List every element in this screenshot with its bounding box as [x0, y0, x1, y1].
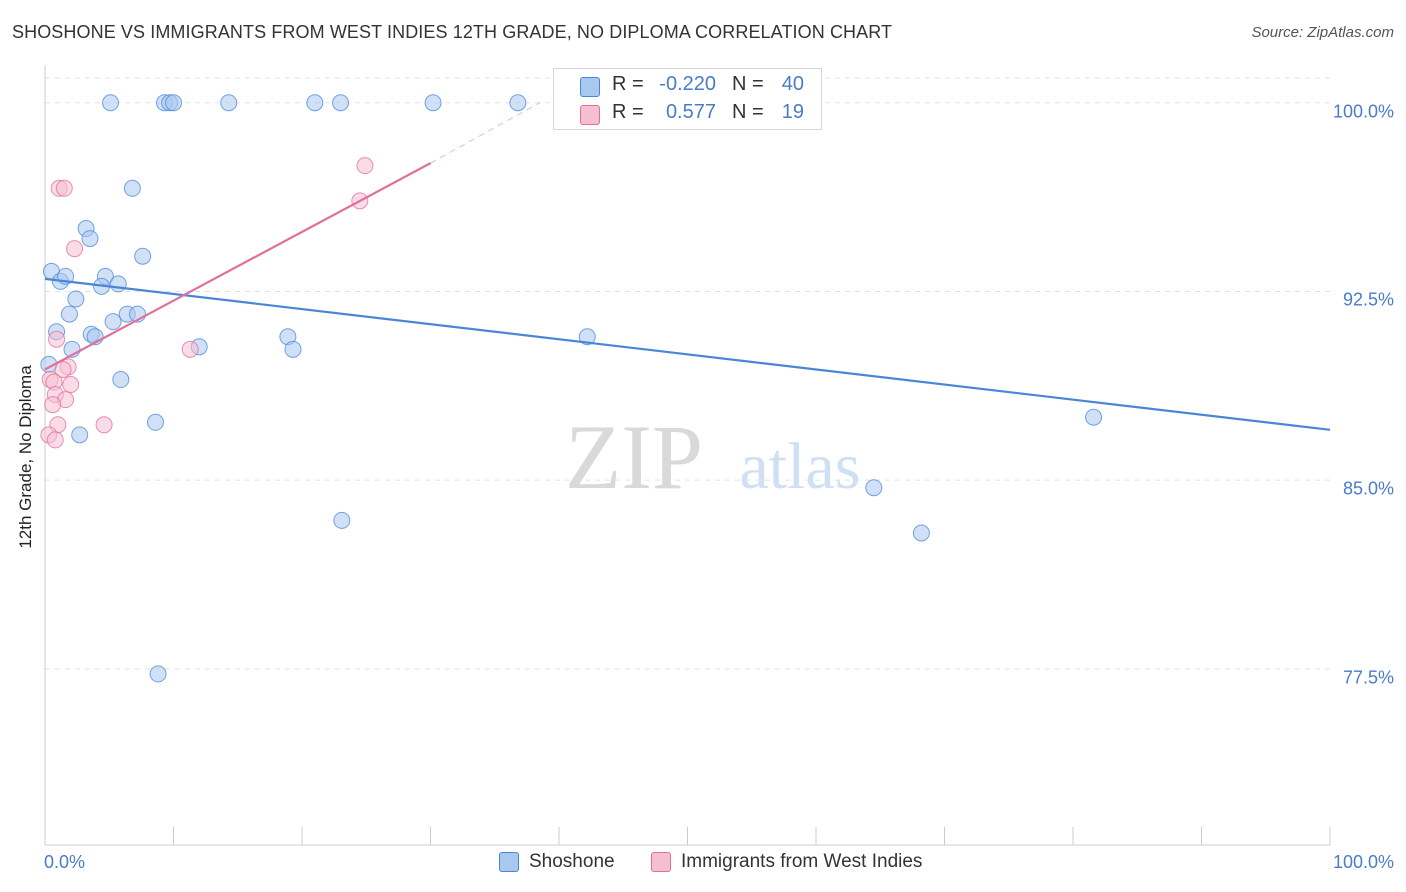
- west-indies-point[interactable]: [54, 360, 72, 378]
- watermark-atlas: atlas: [740, 430, 861, 503]
- west-indies-n-value: 19: [781, 101, 804, 123]
- shoshone-point[interactable]: [134, 247, 152, 265]
- shoshone-point[interactable]: [509, 94, 527, 112]
- shoshone-point[interactable]: [71, 426, 89, 444]
- watermark-zip: ZIP: [565, 406, 703, 508]
- shoshone-point[interactable]: [424, 94, 442, 112]
- west-indies-legend-swatch: [651, 852, 671, 872]
- shoshone-point[interactable]: [60, 305, 78, 323]
- series-legend: Shoshone Immigrants from West Indies: [0, 851, 1406, 877]
- x-tick-label-min: 0.0%: [44, 852, 86, 872]
- shoshone-r-value: -0.220: [659, 73, 716, 95]
- correlation-legend: R = -0.220 N = 40 R = 0.577 N = 19: [553, 68, 822, 130]
- shoshone-point[interactable]: [865, 479, 883, 497]
- chart-title: SHOSHONE VS IMMIGRANTS FROM WEST INDIES …: [12, 22, 893, 42]
- west-indies-point[interactable]: [66, 240, 84, 258]
- west-indies-legend-label: Immigrants from West Indies: [681, 851, 923, 872]
- legend-row-shoshone: R = -0.220 N = 40: [554, 73, 823, 101]
- west-indies-point[interactable]: [44, 396, 62, 414]
- shoshone-legend-swatch: [499, 852, 519, 872]
- shoshone-point[interactable]: [332, 94, 350, 112]
- n-label: N =: [732, 73, 764, 95]
- r-label: R =: [612, 73, 644, 95]
- shoshone-trend-line: [44, 277, 1331, 431]
- shoshone-point[interactable]: [284, 340, 302, 358]
- grid-lines: [45, 77, 1330, 670]
- shoshone-point[interactable]: [578, 328, 596, 346]
- shoshone-point[interactable]: [147, 413, 165, 431]
- watermark: ZIP atlas: [565, 406, 860, 508]
- legend-item-shoshone[interactable]: Shoshone: [499, 851, 615, 873]
- shoshone-point[interactable]: [220, 94, 238, 112]
- shoshone-point[interactable]: [912, 524, 930, 542]
- legend-item-west-indies[interactable]: Immigrants from West Indies: [651, 851, 922, 873]
- shoshone-legend-label: Shoshone: [529, 851, 615, 872]
- x-tick-label-max: 100.0%: [1332, 852, 1394, 872]
- shoshone-point[interactable]: [1085, 408, 1103, 426]
- shoshone-point[interactable]: [333, 511, 351, 529]
- data-points: [40, 94, 1103, 683]
- shoshone-swatch: [580, 77, 600, 97]
- west-indies-trend-line: [44, 162, 432, 371]
- shoshone-point[interactable]: [109, 275, 127, 293]
- n-label: N =: [732, 101, 764, 123]
- y-tick-label: 77.5%: [1342, 667, 1394, 688]
- west-indies-point[interactable]: [46, 431, 64, 449]
- y-tick-label: 85.0%: [1342, 478, 1394, 499]
- r-label: R =: [612, 101, 644, 123]
- west-indies-point[interactable]: [55, 179, 73, 197]
- west-indies-r-value: 0.577: [665, 101, 716, 123]
- shoshone-point[interactable]: [165, 94, 182, 112]
- west-indies-point[interactable]: [181, 340, 199, 358]
- west-indies-point[interactable]: [48, 330, 66, 348]
- axes: [44, 65, 1331, 846]
- shoshone-point[interactable]: [104, 313, 122, 331]
- west-indies-point[interactable]: [95, 416, 113, 434]
- shoshone-point[interactable]: [112, 371, 130, 389]
- shoshone-n-value: 40: [781, 73, 804, 95]
- shoshone-point[interactable]: [67, 290, 85, 308]
- west-indies-point[interactable]: [62, 376, 80, 394]
- y-tick-label: 100.0%: [1332, 101, 1394, 122]
- shoshone-point[interactable]: [149, 665, 167, 683]
- y-tick-label: 92.5%: [1342, 289, 1394, 310]
- west-indies-trend-extension: [430, 102, 540, 164]
- shoshone-point[interactable]: [306, 94, 324, 112]
- shoshone-point[interactable]: [123, 179, 141, 197]
- west-indies-point[interactable]: [356, 157, 374, 175]
- west-indies-swatch: [580, 105, 600, 125]
- trend-lines: [44, 102, 1331, 431]
- shoshone-point[interactable]: [81, 230, 99, 248]
- source-label: Source: ZipAtlas.com: [1251, 24, 1394, 41]
- shoshone-point[interactable]: [102, 94, 120, 112]
- legend-row-west-indies: R = 0.577 N = 19: [554, 101, 823, 129]
